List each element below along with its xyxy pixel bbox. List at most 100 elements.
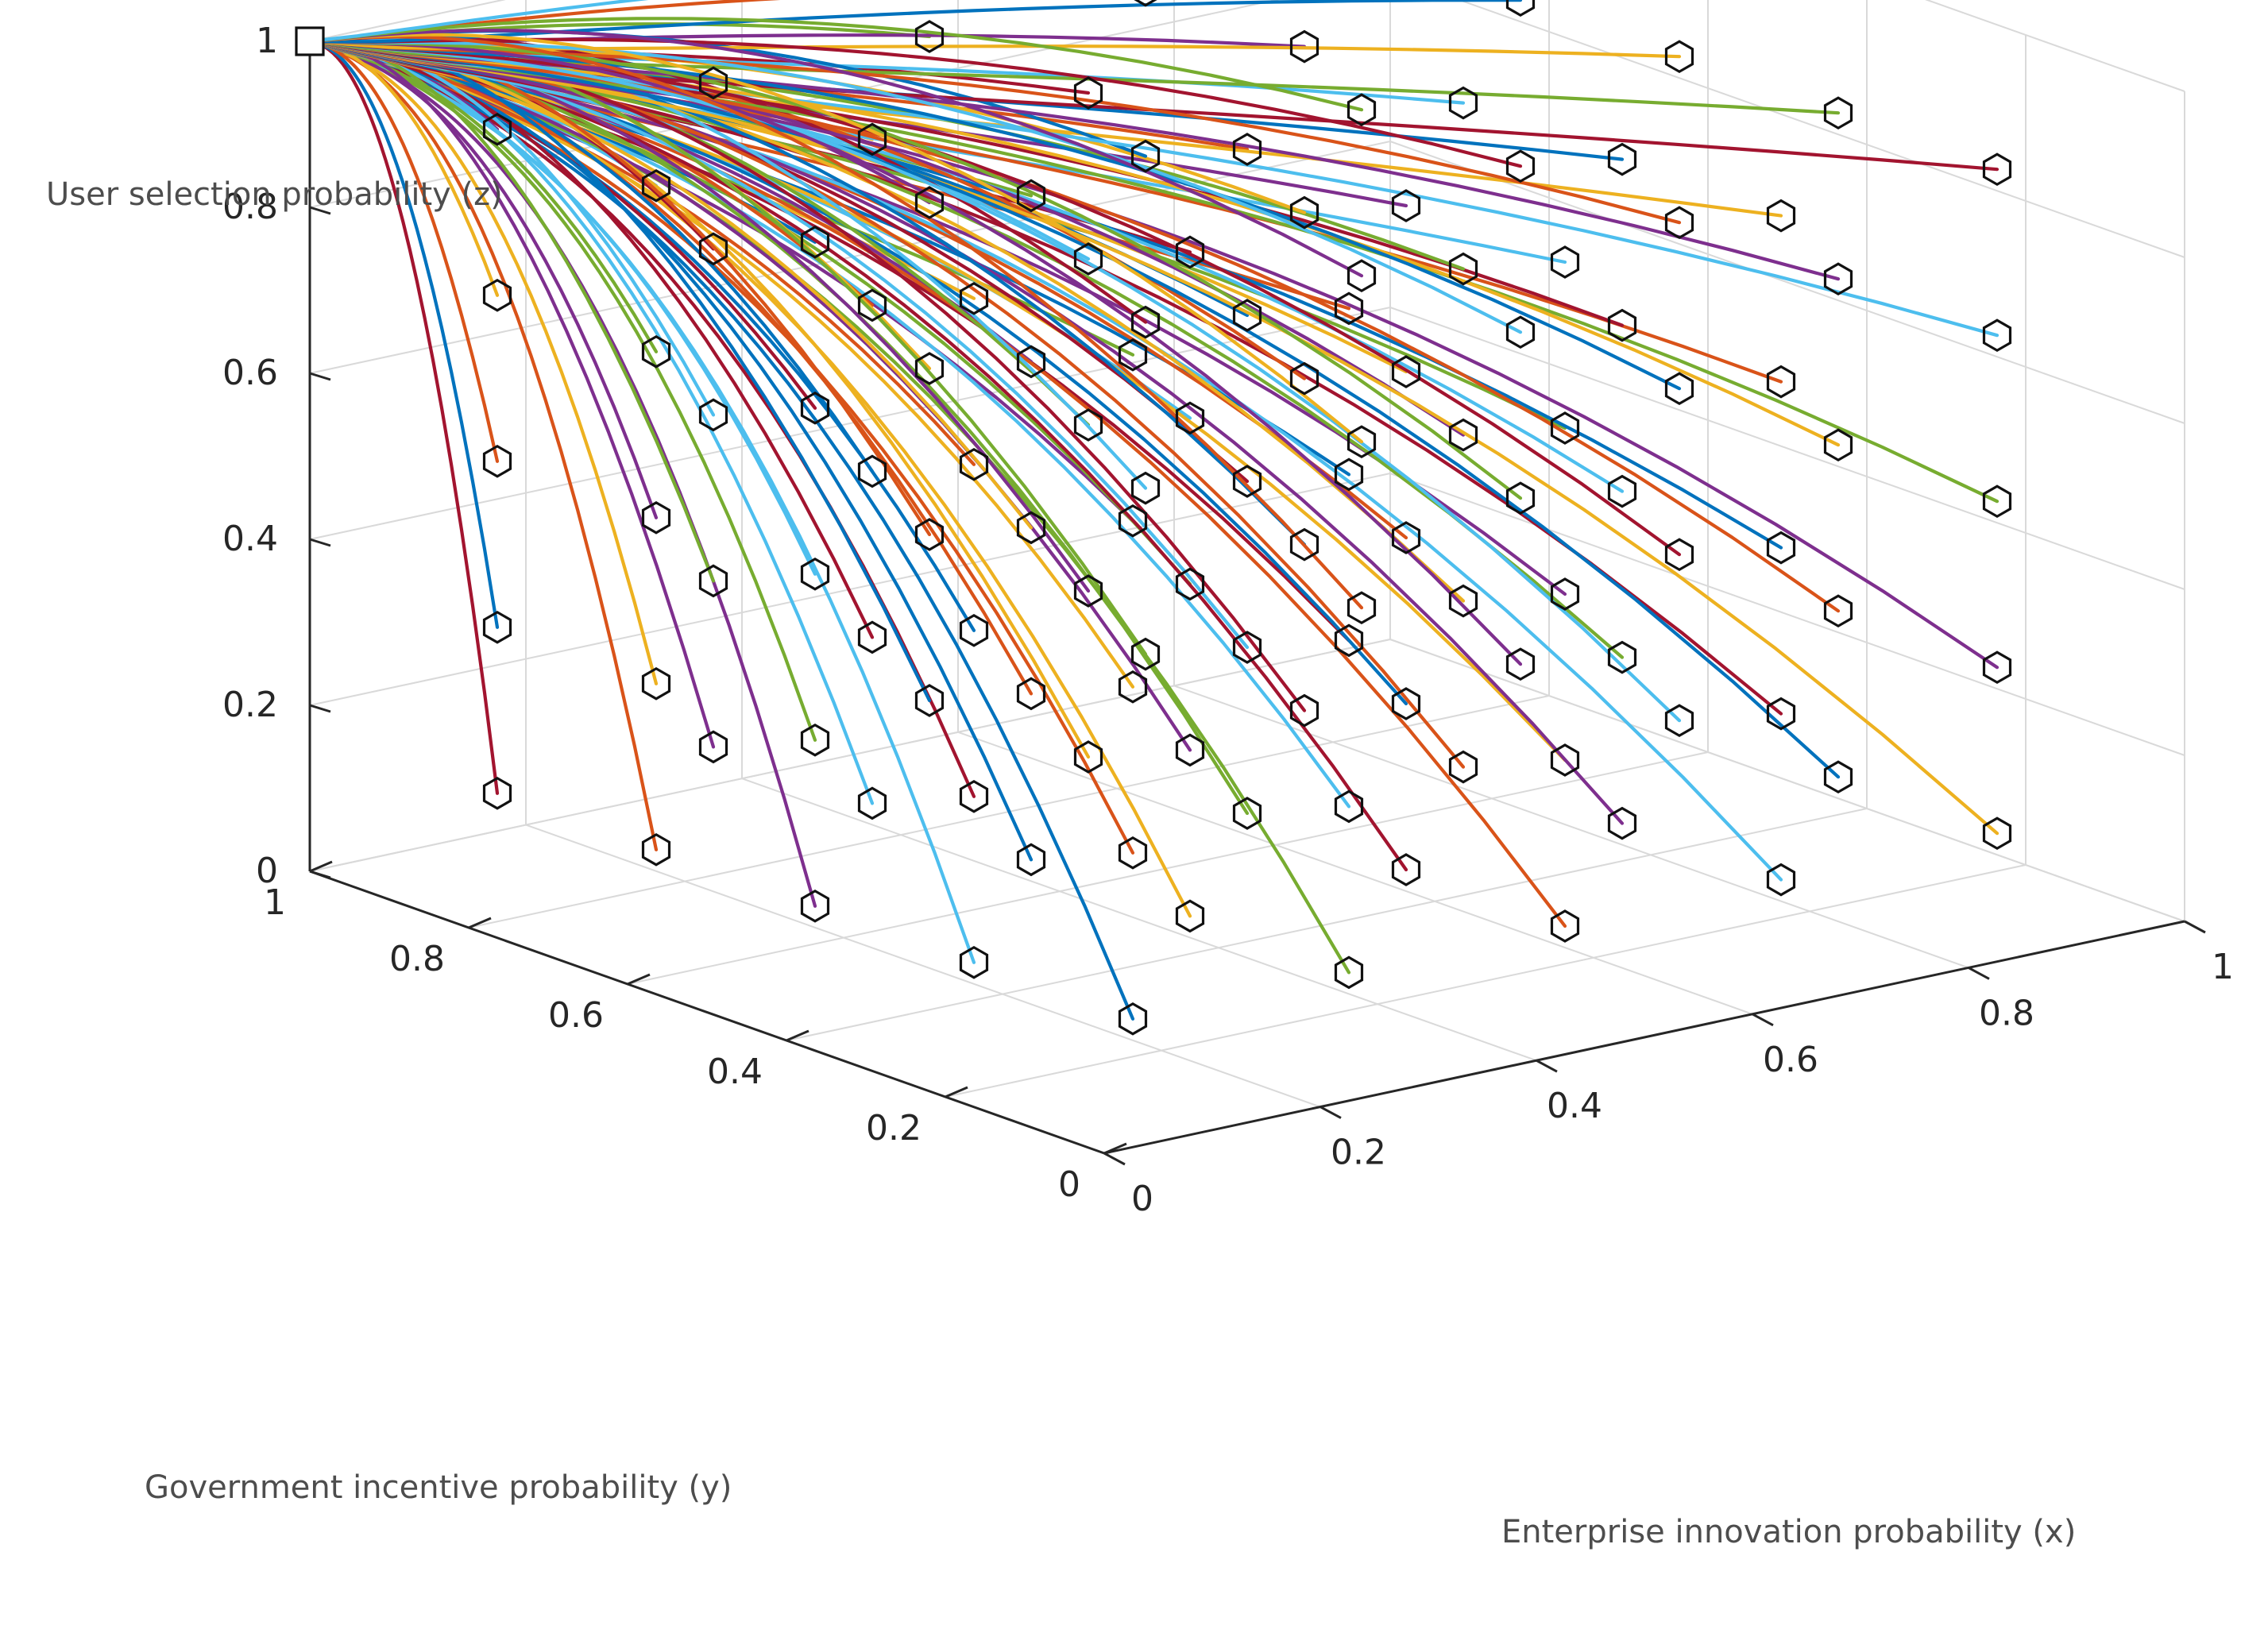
start-point-marker: [914, 684, 945, 717]
x-tick: [1319, 1106, 1342, 1119]
start-point-marker: [1016, 345, 1046, 379]
start-point-marker: [698, 232, 728, 266]
start-point-marker: [1391, 521, 1421, 554]
start-point-marker: [1289, 361, 1319, 396]
axes-layer: [308, 40, 2206, 1166]
start-point-marker: [1505, 0, 1536, 17]
start-point-marker: [1016, 677, 1046, 711]
start-point-marker: [1823, 96, 1853, 130]
gridline: [957, 731, 1753, 1015]
start-point-marker: [1118, 504, 1148, 538]
trajectory-line: [307, 39, 500, 629]
start-point-marker: [1130, 471, 1161, 505]
x-tick: [1103, 1152, 1126, 1166]
start-point-marker: [857, 620, 887, 654]
start-point-marker: [641, 168, 671, 203]
start-point-marker: [482, 444, 512, 478]
start-point-marker: [857, 786, 887, 820]
start-point-marker: [1347, 259, 1377, 293]
start-point-marker: [1347, 591, 1377, 625]
start-point-marker: [1448, 252, 1478, 286]
tick-label-layer: 0 0 0 0.2 0.2 0.2 0.4 0.4 0.4 0.6 0.6 0.6 0.8 0.8 0.8 1…: [222, 21, 2234, 1219]
y-tick: [1103, 1142, 1127, 1155]
start-marker-layer: [295, 0, 2012, 1036]
start-point-marker: [959, 779, 989, 813]
trajectory-layer: [307, 0, 1999, 1021]
start-point-marker: [1073, 408, 1103, 442]
start-point-marker: [1289, 195, 1319, 230]
start-point-marker: [1607, 474, 1637, 508]
gridline: [741, 778, 1537, 1062]
gridline: [1389, 473, 2185, 756]
x-tick-label: 0.6: [1763, 1040, 1818, 1080]
start-point-marker: [1334, 291, 1364, 326]
start-point-marker: [1118, 670, 1148, 704]
start-point-marker: [1982, 318, 2012, 353]
x-tick-label: 0.2: [1331, 1133, 1386, 1173]
start-point-marker: [959, 945, 989, 979]
start-point-marker: [1664, 40, 1694, 74]
z-tick-label: 0.8: [222, 187, 278, 227]
z-tick: [309, 870, 331, 879]
start-point-marker: [800, 225, 830, 259]
start-point-marker: [1289, 693, 1319, 728]
start-point-marker: [959, 613, 989, 647]
start-point-marker: [698, 564, 728, 598]
start-point-marker: [1607, 308, 1637, 342]
start-point-marker: [1130, 305, 1161, 339]
start-point-marker: [1289, 527, 1319, 562]
start-point-marker: [857, 288, 887, 322]
z-tick-label: 0.2: [222, 685, 278, 725]
start-point-marker: [1550, 577, 1580, 611]
start-point-marker: [1073, 76, 1103, 110]
x-axis-line: [1103, 920, 2185, 1155]
gridline: [1457, 0, 2185, 258]
z-tick-label: 0: [256, 851, 278, 891]
y-tick-label: 1: [264, 882, 286, 923]
z-axis-title: User selection probability (z): [46, 176, 503, 213]
start-point-marker: [1550, 909, 1580, 943]
start-point-marker: [914, 352, 945, 385]
start-point-marker: [800, 557, 830, 591]
start-point-marker: [857, 454, 887, 488]
start-point-marker: [857, 122, 887, 156]
start-point-marker: [1118, 1002, 1148, 1036]
y-tick-label: 0.6: [548, 995, 604, 1036]
start-point-marker: [1175, 401, 1205, 435]
start-point-marker: [1505, 647, 1536, 681]
start-point-marker: [1134, 0, 1157, 7]
z-tick: [309, 704, 331, 713]
start-point-marker: [1505, 481, 1536, 515]
start-point-marker: [959, 447, 989, 481]
start-point-marker: [1232, 133, 1262, 166]
x-tick-label: 0.8: [1979, 993, 2034, 1033]
start-point-marker: [1550, 245, 1580, 279]
start-point-marker: [1118, 836, 1148, 870]
start-point-marker: [914, 518, 945, 551]
start-point-marker: [1766, 365, 1796, 399]
gridline: [525, 824, 1321, 1108]
start-point-marker: [1334, 955, 1364, 990]
start-point-marker: [1607, 806, 1637, 840]
start-point-marker: [482, 610, 512, 644]
start-point-marker: [1391, 355, 1421, 388]
y-tick-label: 0.4: [707, 1052, 763, 1092]
start-point-marker: [1016, 511, 1046, 545]
start-point-marker: [1334, 623, 1364, 658]
start-point-marker: [1550, 743, 1580, 777]
start-point-marker: [1347, 425, 1377, 459]
gridline: [627, 751, 1709, 985]
start-point-marker: [1823, 760, 1853, 794]
start-point-marker: [1766, 697, 1796, 731]
start-point-marker: [1073, 242, 1103, 276]
start-point-marker: [1766, 199, 1796, 233]
z-tick-label: 0.6: [222, 353, 278, 393]
start-point-marker: [1175, 235, 1205, 269]
z-tick: [309, 538, 331, 547]
y-tick-label: 0.2: [866, 1108, 921, 1148]
start-point-marker: [482, 776, 512, 810]
start-point-marker: [1664, 704, 1694, 738]
z-tick: [309, 372, 331, 381]
gridline: [1925, 0, 2185, 92]
y-axis-title: Government incentive probability (y): [145, 1469, 732, 1506]
